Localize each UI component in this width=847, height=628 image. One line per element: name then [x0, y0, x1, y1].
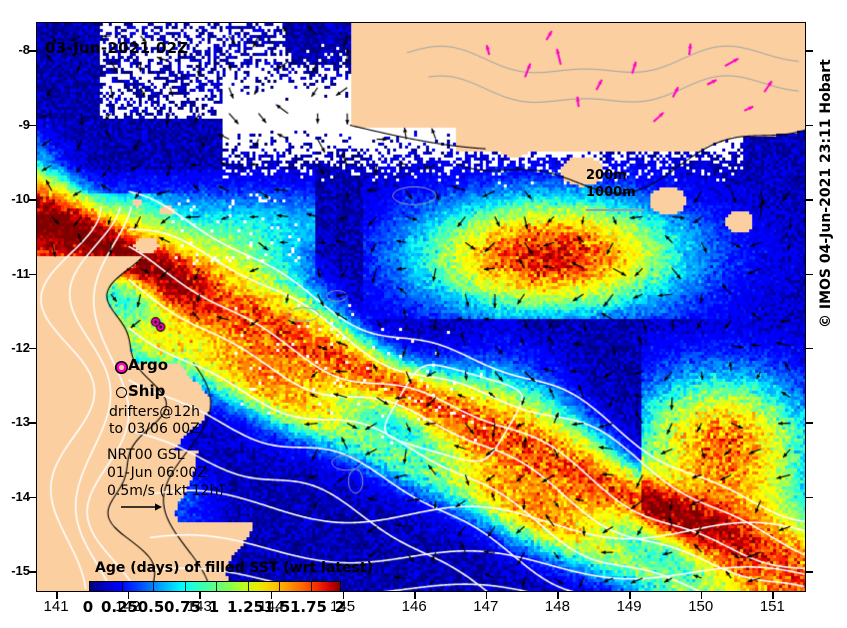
date-stamp: 03-Jun-2021 02Z — [45, 39, 189, 57]
y-tick-mark — [29, 273, 36, 275]
drifter-legend-line2: to 03/06 00Z — [109, 421, 200, 437]
y-tick-mark — [29, 496, 36, 499]
y-tick-mark — [29, 571, 36, 573]
x-tick-label: 149 — [616, 598, 642, 615]
y-tick-mark-right — [806, 199, 813, 201]
x-tick-label: 146 — [401, 598, 427, 615]
credit-text: © IMOS 04-Jun-2021 23:11 Hobart — [818, 59, 834, 328]
x-tick-label: 148 — [544, 598, 570, 615]
colorbar-segment-divider — [216, 582, 217, 591]
x-tick-mark — [700, 592, 703, 599]
current-scale-label: 0.5m/s (1kt 12h) — [107, 483, 224, 499]
x-tick-mark — [557, 592, 559, 599]
y-tick-mark — [29, 422, 36, 424]
x-tick-mark — [127, 592, 130, 599]
y-tick-mark-right — [806, 422, 813, 424]
argo-legend-label: Argo — [128, 356, 169, 374]
y-tick-mark — [29, 50, 36, 52]
y-tick-mark-right — [806, 273, 813, 275]
y-tick-mark-right — [806, 50, 813, 52]
x-tick-mark — [342, 592, 345, 599]
ship-marker-icon — [116, 387, 127, 398]
y-tick-label: -9 — [18, 116, 30, 132]
y-tick-mark — [29, 124, 36, 127]
x-tick-label: 142 — [115, 598, 141, 615]
x-tick-mark — [629, 592, 631, 599]
y-tick-label: -15 — [11, 563, 30, 579]
y-tick-mark-right — [806, 571, 813, 573]
isobath-scale-line — [586, 209, 644, 211]
colorbar-tick-label: 0 — [82, 598, 94, 616]
x-tick-label: 143 — [186, 598, 212, 615]
x-tick-mark — [414, 592, 416, 599]
y-tick-mark — [29, 347, 36, 350]
x-tick-label: 141 — [43, 598, 69, 615]
colorbar-segment-divider — [121, 582, 123, 591]
y-tick-label: -14 — [11, 488, 30, 504]
drifter-legend-line1: drifters@12h — [109, 404, 201, 420]
colorbar-segment-divider — [153, 582, 154, 591]
x-tick-label: 151 — [759, 598, 785, 615]
x-tick-label: 144 — [258, 598, 284, 615]
x-tick-mark — [56, 592, 58, 599]
colorbar-tick-label: 1 — [208, 598, 220, 616]
colorbar-tick-label: 0.25 — [100, 598, 138, 616]
colorbar-tick-label: 2 — [334, 598, 346, 616]
isobath-200m-label: 200m — [586, 168, 627, 183]
y-tick-label: -8 — [18, 42, 30, 58]
sst-age-heatmap-canvas — [37, 23, 805, 591]
x-tick-label: 147 — [473, 598, 499, 615]
colorbar-segment-divider — [310, 582, 312, 591]
colorbar-title: Age (days) of filled SST (wrt latest) — [95, 560, 373, 576]
current-product-label: NRT00 GSL — [107, 447, 185, 463]
argo-marker-icon — [115, 361, 128, 374]
isobath-1000m-label: 1000m — [586, 185, 636, 200]
y-tick-label: -11 — [11, 265, 30, 281]
x-tick-label: 145 — [330, 598, 356, 615]
x-tick-mark — [772, 592, 774, 599]
colorbar-segment-divider — [279, 582, 280, 591]
colorbar-tick-label: 0.5 — [137, 598, 165, 616]
x-tick-mark — [485, 592, 488, 599]
x-tick-label: 150 — [688, 598, 714, 615]
map-plot-area[interactable]: 03-Jun-2021 02Z 200m 1000m Argo Ship dri… — [36, 22, 806, 592]
colorbar-gradient — [89, 581, 341, 591]
colorbar-segment-divider — [184, 582, 186, 591]
colorbar-tick-label: 1.5 — [263, 598, 291, 616]
y-tick-label: -12 — [11, 339, 30, 355]
colorbar-tick-label: 0.75 — [163, 598, 201, 616]
y-tick-mark-right — [806, 124, 813, 127]
y-tick-label: -10 — [11, 191, 30, 207]
y-tick-mark — [29, 199, 36, 201]
current-reference-arrow-icon — [121, 503, 162, 511]
y-tick-label: -13 — [11, 414, 30, 430]
y-tick-mark-right — [806, 347, 813, 350]
colorbar-tick-label: 1.25 — [226, 598, 264, 616]
ship-legend-label: Ship — [128, 382, 166, 400]
x-tick-mark — [199, 592, 201, 599]
y-tick-mark-right — [806, 496, 813, 499]
colorbar-tick-label: 1.75 — [289, 598, 327, 616]
current-valid-time-label: 01-Jun 06:00Z — [107, 465, 207, 481]
colorbar-segment-divider — [247, 582, 249, 591]
x-tick-mark — [270, 592, 273, 599]
